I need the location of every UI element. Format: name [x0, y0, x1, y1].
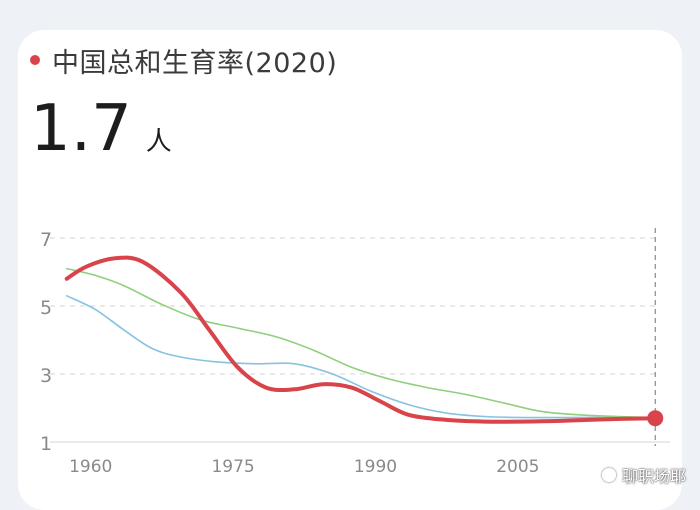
- chart-card: [18, 30, 682, 510]
- series-line-blue: [65, 295, 657, 419]
- highlight-point: [647, 410, 664, 427]
- x-tick-label: 2005: [496, 457, 539, 477]
- x-tick-label: 1990: [354, 457, 397, 477]
- y-tick-label: 7: [40, 229, 52, 251]
- value-unit: 人: [145, 127, 172, 157]
- watermark: 聊职场耶: [601, 463, 686, 487]
- y-tick-label: 3: [40, 365, 52, 387]
- series-dot-icon: [30, 55, 40, 65]
- watermark-text: 聊职场耶: [621, 467, 686, 486]
- series-line-green: [65, 267, 657, 419]
- series-line-china: [64, 255, 658, 424]
- y-tick-label: 1: [40, 433, 52, 455]
- fertility-line-chart: 1 3 5 7 1960 1975 1990 2005: [40, 228, 670, 477]
- y-tick-label: 5: [40, 297, 52, 319]
- chart-title: 中国总和生育率(2020): [52, 47, 338, 79]
- chart-title-row: 中国总和生育率(2020): [30, 40, 337, 80]
- wechat-icon: [601, 468, 616, 482]
- value-row: 1.7 人: [30, 92, 172, 166]
- x-tick-label: 1975: [211, 457, 254, 477]
- x-tick-label: 1960: [69, 457, 112, 477]
- current-value: 1.7: [30, 92, 132, 166]
